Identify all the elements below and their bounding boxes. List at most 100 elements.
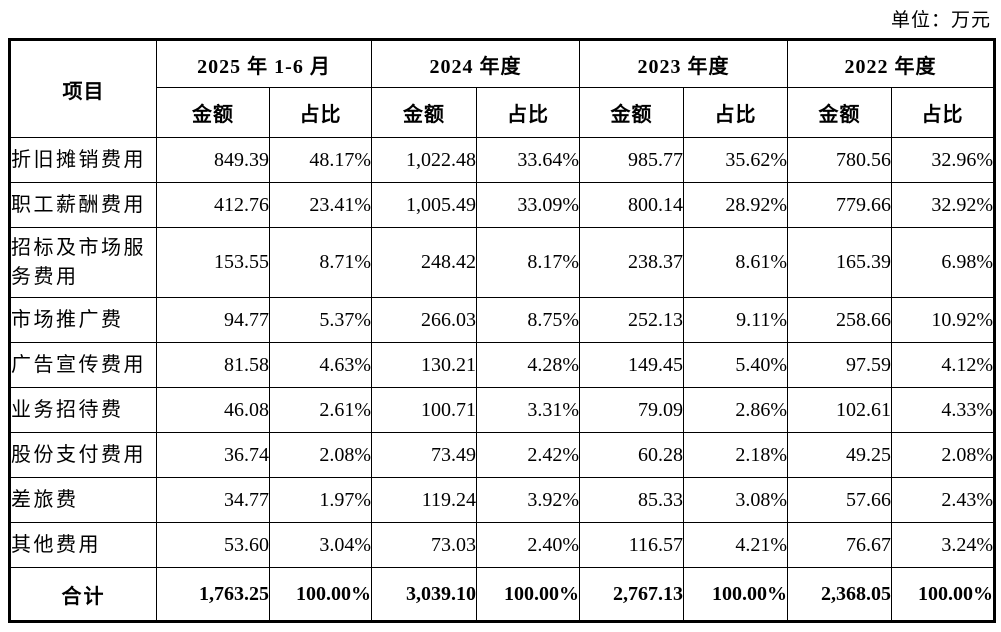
amount-cell: 100.71 bbox=[371, 387, 478, 433]
header-row-periods: 项目 2025 年 1-6 月 2024 年度 2023 年度 2022 年度 bbox=[9, 39, 996, 138]
amount-cell: 780.56 bbox=[787, 137, 893, 183]
ratio-cell: 5.40% bbox=[683, 342, 789, 388]
amount-cell: 1,005.49 bbox=[371, 182, 478, 228]
ratio-cell: 1.97% bbox=[268, 477, 373, 523]
total-ratio-cell: 100.00% bbox=[476, 567, 581, 622]
ratio-cell: 3.31% bbox=[476, 387, 581, 433]
amount-cell: 76.67 bbox=[787, 522, 893, 568]
total-label: 合计 bbox=[9, 567, 157, 622]
ratio-cell: 4.12% bbox=[891, 342, 996, 388]
ratio-cell: 3.24% bbox=[891, 522, 996, 568]
amount-cell: 800.14 bbox=[579, 182, 685, 228]
table-row-advertising: 广告宣传费用 81.58 4.63% 130.21 4.28% 149.45 5… bbox=[9, 342, 996, 388]
ratio-cell: 10.92% bbox=[891, 297, 996, 343]
amount-cell: 46.08 bbox=[156, 387, 270, 433]
ratio-cell: 8.17% bbox=[476, 227, 581, 298]
subheader-amount-2024: 金额 bbox=[371, 87, 478, 138]
table-row-marketing: 市场推广费 94.77 5.37% 266.03 8.75% 252.13 9.… bbox=[9, 297, 996, 343]
ratio-cell: 2.08% bbox=[268, 432, 373, 478]
total-amount-cell: 1,763.25 bbox=[156, 567, 270, 622]
amount-cell: 412.76 bbox=[156, 182, 270, 228]
row-label: 股份支付费用 bbox=[9, 432, 157, 478]
ratio-cell: 8.61% bbox=[683, 227, 789, 298]
table-row-salary: 职工薪酬费用 412.76 23.41% 1,005.49 33.09% 800… bbox=[9, 182, 996, 228]
row-label: 职工薪酬费用 bbox=[9, 182, 157, 228]
ratio-cell: 9.11% bbox=[683, 297, 789, 343]
column-header-period-2022: 2022 年度 bbox=[787, 39, 996, 88]
subheader-ratio-2024: 占比 bbox=[476, 87, 581, 138]
total-ratio-cell: 100.00% bbox=[268, 567, 373, 622]
ratio-cell: 4.28% bbox=[476, 342, 581, 388]
ratio-cell: 2.86% bbox=[683, 387, 789, 433]
amount-cell: 985.77 bbox=[579, 137, 685, 183]
amount-cell: 94.77 bbox=[156, 297, 270, 343]
amount-cell: 97.59 bbox=[787, 342, 893, 388]
table-row-entertainment: 业务招待费 46.08 2.61% 100.71 3.31% 79.09 2.8… bbox=[9, 387, 996, 433]
amount-cell: 102.61 bbox=[787, 387, 893, 433]
amount-cell: 49.25 bbox=[787, 432, 893, 478]
table-row-other: 其他费用 53.60 3.04% 73.03 2.40% 116.57 4.21… bbox=[9, 522, 996, 568]
row-label: 差旅费 bbox=[9, 477, 157, 523]
table-row-bidding-service: 招标及市场服务费用 153.55 8.71% 248.42 8.17% 238.… bbox=[9, 227, 996, 298]
row-label: 广告宣传费用 bbox=[9, 342, 157, 388]
ratio-cell: 33.09% bbox=[476, 182, 581, 228]
subheader-amount-2023: 金额 bbox=[579, 87, 685, 138]
ratio-cell: 2.40% bbox=[476, 522, 581, 568]
ratio-cell: 3.04% bbox=[268, 522, 373, 568]
ratio-cell: 35.62% bbox=[683, 137, 789, 183]
amount-cell: 248.42 bbox=[371, 227, 478, 298]
amount-cell: 57.66 bbox=[787, 477, 893, 523]
ratio-cell: 2.43% bbox=[891, 477, 996, 523]
ratio-cell: 2.08% bbox=[891, 432, 996, 478]
column-header-period-2025: 2025 年 1-6 月 bbox=[155, 39, 373, 88]
ratio-cell: 6.98% bbox=[891, 227, 996, 298]
column-header-period-2023: 2023 年度 bbox=[579, 39, 789, 88]
total-amount-cell: 2,368.05 bbox=[787, 567, 893, 622]
amount-cell: 238.37 bbox=[579, 227, 685, 298]
ratio-cell: 32.96% bbox=[891, 137, 996, 183]
header-row-subcolumns: 金额 占比 金额 占比 金额 占比 金额 占比 bbox=[10, 87, 996, 138]
expense-breakdown-table: 项目 2025 年 1-6 月 2024 年度 2023 年度 2022 年度 … bbox=[8, 38, 997, 623]
table-row-total: 合计 1,763.25 100.00% 3,039.10 100.00% 2,7… bbox=[9, 567, 996, 622]
amount-cell: 116.57 bbox=[579, 522, 685, 568]
row-label: 其他费用 bbox=[9, 522, 157, 568]
column-header-period-2024: 2024 年度 bbox=[371, 39, 581, 88]
amount-cell: 258.66 bbox=[787, 297, 893, 343]
ratio-cell: 4.33% bbox=[891, 387, 996, 433]
table-row-share-payment: 股份支付费用 36.74 2.08% 73.49 2.42% 60.28 2.1… bbox=[9, 432, 996, 478]
ratio-cell: 32.92% bbox=[891, 182, 996, 228]
ratio-cell: 8.71% bbox=[268, 227, 373, 298]
amount-cell: 779.66 bbox=[787, 182, 893, 228]
amount-cell: 149.45 bbox=[579, 342, 685, 388]
ratio-cell: 3.92% bbox=[476, 477, 581, 523]
ratio-cell: 4.63% bbox=[268, 342, 373, 388]
row-label: 折旧摊销费用 bbox=[9, 137, 157, 183]
amount-cell: 849.39 bbox=[156, 137, 270, 183]
amount-cell: 165.39 bbox=[787, 227, 893, 298]
subheader-ratio-2023: 占比 bbox=[683, 87, 789, 138]
ratio-cell: 23.41% bbox=[268, 182, 373, 228]
subheader-ratio-2025: 占比 bbox=[268, 87, 373, 138]
amount-cell: 119.24 bbox=[371, 477, 478, 523]
amount-cell: 73.03 bbox=[371, 522, 478, 568]
subheader-amount-2022: 金额 bbox=[787, 87, 893, 138]
amount-cell: 34.77 bbox=[156, 477, 270, 523]
amount-cell: 1,022.48 bbox=[371, 137, 478, 183]
total-ratio-cell: 100.00% bbox=[891, 567, 996, 622]
total-amount-cell: 2,767.13 bbox=[579, 567, 685, 622]
subheader-ratio-2022: 占比 bbox=[891, 87, 996, 138]
amount-cell: 53.60 bbox=[156, 522, 270, 568]
amount-cell: 36.74 bbox=[156, 432, 270, 478]
amount-cell: 81.58 bbox=[156, 342, 270, 388]
subheader-amount-2025: 金额 bbox=[156, 87, 270, 138]
row-label: 市场推广费 bbox=[9, 297, 157, 343]
amount-cell: 153.55 bbox=[156, 227, 270, 298]
amount-cell: 73.49 bbox=[371, 432, 478, 478]
ratio-cell: 3.08% bbox=[683, 477, 789, 523]
ratio-cell: 5.37% bbox=[268, 297, 373, 343]
total-ratio-cell: 100.00% bbox=[683, 567, 789, 622]
ratio-cell: 2.42% bbox=[476, 432, 581, 478]
row-label: 招标及市场服务费用 bbox=[9, 227, 157, 298]
ratio-cell: 48.17% bbox=[268, 137, 373, 183]
